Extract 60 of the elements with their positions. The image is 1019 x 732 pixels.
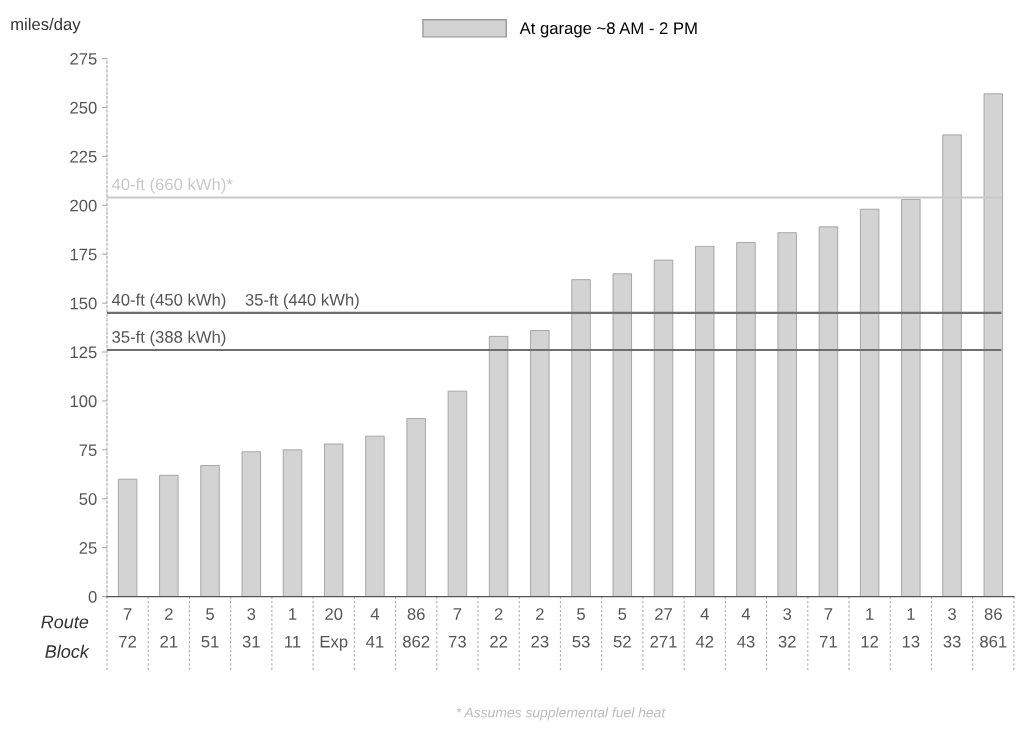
x-tick-label: 5 52 bbox=[613, 608, 631, 648]
bar bbox=[282, 449, 303, 597]
y-tick-label: 75 bbox=[79, 444, 97, 457]
y-tick-label: 125 bbox=[70, 346, 97, 359]
x-tick-label: 5 51 bbox=[201, 608, 219, 648]
x-tick-label: 3 33 bbox=[943, 608, 961, 648]
text: * Assumes supplemental fuel heat bbox=[456, 707, 666, 721]
x-tick-label: 1 11 bbox=[285, 608, 301, 648]
y-tick-label: 225 bbox=[70, 150, 97, 163]
text: Block bbox=[45, 644, 90, 658]
bar bbox=[365, 435, 385, 597]
x-tick-label: 3 32 bbox=[778, 608, 796, 648]
y-tick-label: 25 bbox=[79, 542, 97, 554]
y-tick-label: 175 bbox=[70, 248, 97, 261]
bar bbox=[530, 330, 550, 597]
x-tick-label: 2 23 bbox=[531, 608, 549, 648]
y-tick-label: 50 bbox=[79, 493, 97, 505]
bar bbox=[818, 226, 839, 597]
bar bbox=[447, 390, 468, 597]
bar bbox=[571, 279, 591, 597]
y-tick-label: 0 bbox=[88, 590, 97, 603]
bar bbox=[859, 208, 880, 597]
y-axis-title: miles/day bbox=[11, 17, 81, 34]
x-tick-label: 20 Exp bbox=[320, 608, 348, 651]
bar bbox=[117, 478, 138, 597]
text: Route bbox=[41, 615, 89, 629]
x-tick-label: 7 71 bbox=[819, 608, 837, 648]
x-tick-label: 4 43 bbox=[737, 608, 755, 648]
x-tick-label: 7 73 bbox=[448, 608, 466, 648]
bar bbox=[653, 259, 674, 597]
x-tick-label: 1 12 bbox=[861, 608, 879, 648]
bar bbox=[324, 443, 344, 597]
x-tick-label: 2 21 bbox=[160, 608, 178, 648]
y-tick-label: 250 bbox=[70, 101, 97, 114]
y-tick-label: 200 bbox=[70, 199, 97, 212]
y-tick-label: 150 bbox=[70, 297, 97, 310]
x-tick-label: 4 42 bbox=[695, 608, 714, 648]
x-tick-label: 1 13 bbox=[902, 608, 920, 648]
x-tick-label: 7 72 bbox=[119, 608, 137, 648]
y-tick-label: 275 bbox=[70, 52, 97, 65]
x-tick-label: 86 862 bbox=[402, 608, 430, 648]
bar bbox=[200, 465, 220, 597]
ref-line-label: 35-ft (388 kWh) bbox=[112, 330, 226, 347]
x-tick-label: 5 53 bbox=[572, 608, 590, 648]
bar bbox=[736, 242, 756, 597]
y-tick-label: 100 bbox=[70, 395, 97, 408]
bar bbox=[488, 335, 509, 597]
legend-label: At garage ~8 AM - 2 PM bbox=[519, 22, 697, 38]
ref-line-label: 40-ft (450 kWh) 35-ft (440 kWh) bbox=[111, 293, 359, 309]
x-tick-label: 27 271 bbox=[650, 608, 677, 648]
bar bbox=[159, 474, 179, 597]
bar bbox=[777, 232, 797, 597]
bar bbox=[695, 245, 715, 597]
x-tick-label: 3 31 bbox=[242, 608, 260, 648]
x-tick-label: 2 22 bbox=[490, 608, 508, 648]
bar bbox=[406, 418, 426, 597]
bar bbox=[241, 451, 261, 597]
x-tick-label: 86 861 bbox=[980, 608, 1007, 648]
bar bbox=[612, 273, 632, 597]
x-tick-label: 4 41 bbox=[366, 608, 384, 648]
